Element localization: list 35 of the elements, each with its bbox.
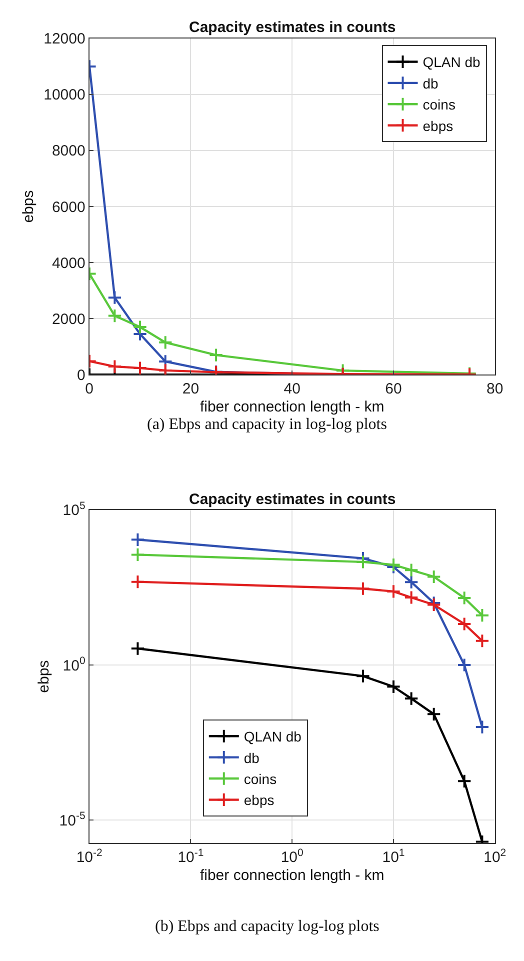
x-tick-label: 10$^{0}$ — [280, 846, 304, 866]
y-tick-label: 2000 — [52, 310, 86, 328]
x-tick-label: 60 — [385, 380, 402, 398]
legend-label: db — [422, 75, 439, 92]
y-tick-label: 10000 — [44, 86, 86, 104]
legend-label: QLAN db — [244, 728, 302, 745]
legend-label: ebps — [244, 792, 274, 808]
x-tick-label: 40 — [284, 380, 300, 398]
y-tick-label: 10$^{5}$ — [62, 500, 86, 520]
y-tick-label: 10$^{-5}$ — [59, 810, 86, 830]
y-tick-label: 10$^{0}$ — [62, 654, 86, 674]
x-tick-label: 10$^{1}$ — [382, 846, 405, 866]
x-tick-label: 20 — [182, 380, 200, 398]
y-tick-label: 8000 — [52, 142, 86, 160]
x-tick-label: 10$^{-1}$ — [178, 846, 204, 866]
y-tick-label: 0 — [76, 366, 86, 384]
y-axis-title: ebps — [36, 660, 53, 693]
y-tick-label: 4000 — [52, 254, 86, 272]
legend-label: QLAN db — [422, 54, 481, 70]
legend-label: coins — [422, 96, 456, 113]
legend-label: coins — [244, 770, 277, 787]
y-tick-label: 6000 — [52, 198, 86, 216]
chart-title: Capacity estimates in counts — [189, 19, 396, 36]
text: (b) Ebps and capacity log-log plots — [155, 918, 380, 935]
legend-label: db — [244, 750, 260, 766]
legend-label: ebps — [422, 118, 454, 134]
x-tick-label: 10$^{2}$ — [484, 846, 506, 866]
x-tick-label: 10$^{-2}$ — [76, 846, 103, 866]
text: (a) Ebps and capacity in log-log plots — [147, 416, 387, 433]
chart-title: Capacity estimates in counts — [189, 491, 396, 508]
x-axis-title: fiber connection length - km — [200, 867, 384, 884]
y-tick-label: 12000 — [44, 30, 86, 48]
x-tick-label: 80 — [486, 380, 504, 398]
x-axis-title: fiber connection length - km — [200, 398, 384, 416]
y-axis-title: ebps — [20, 190, 37, 223]
